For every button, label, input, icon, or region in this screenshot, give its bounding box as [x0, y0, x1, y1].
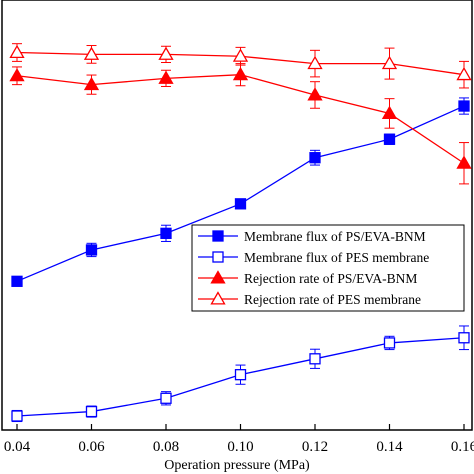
- series-line: [16, 74, 465, 164]
- data-point: [9, 67, 25, 82]
- x-tick-label: 0.10: [227, 439, 253, 455]
- series-3: [9, 63, 472, 185]
- plot-area: [9, 43, 472, 423]
- data-point: [383, 133, 396, 145]
- legend-marker: [212, 251, 224, 263]
- data-point: [232, 66, 249, 81]
- data-point: [85, 244, 98, 256]
- data-point: [381, 105, 398, 119]
- data-point: [307, 87, 323, 101]
- data-point: [307, 55, 323, 70]
- legend-box: [191, 224, 465, 312]
- data-point: [383, 337, 396, 349]
- legend-label: Membrane flux of PS/EVA-BNM: [244, 229, 426, 244]
- data-point: [234, 369, 247, 381]
- legend-marker: [212, 230, 224, 242]
- data-point: [381, 55, 398, 70]
- series-2: [11, 325, 470, 423]
- data-point: [458, 332, 470, 344]
- x-tick-labels: 0.04 0.06 0.08 0.10 0.12 0.14 0.16: [4, 439, 474, 455]
- x-tick-label: 0.04: [4, 439, 31, 455]
- legend: Membrane flux of PS/EVA-BNM Membrane flux…: [191, 224, 465, 312]
- data-point: [309, 152, 321, 164]
- data-point: [456, 155, 472, 169]
- legend-label: Rejection rate of PS/EVA-BNM: [244, 271, 417, 286]
- x-axis-label: Operation pressure (MPa): [164, 458, 310, 473]
- legend-label: Rejection rate of PES membrane: [244, 292, 421, 307]
- series-4: [9, 43, 472, 89]
- x-tick-label: 0.06: [78, 439, 105, 455]
- data-point: [232, 48, 249, 62]
- x-ticks: [16, 424, 465, 430]
- data-point: [160, 392, 172, 404]
- data-point: [158, 70, 174, 84]
- data-point: [83, 76, 100, 91]
- x-tick-label: 0.14: [376, 439, 403, 455]
- data-point: [458, 100, 470, 112]
- data-point: [83, 46, 100, 60]
- legend-label: Membrane flux of PES membrane: [244, 250, 429, 265]
- x-tick-label: 0.16: [451, 439, 474, 455]
- plot-frame: [1, 0, 473, 431]
- data-point: [9, 44, 25, 59]
- data-point: [158, 46, 174, 60]
- data-point: [234, 198, 247, 210]
- data-point: [309, 353, 321, 365]
- legend-marker: [210, 291, 226, 305]
- x-tick-label: 0.12: [302, 439, 328, 455]
- series-1: [11, 97, 470, 287]
- data-point: [456, 66, 472, 81]
- x-tick-label: 0.08: [153, 439, 179, 455]
- axes: [1, 0, 473, 431]
- data-point: [11, 410, 23, 422]
- data-point: [160, 227, 172, 239]
- legend-marker: [210, 270, 226, 284]
- data-point: [11, 275, 23, 287]
- data-point: [85, 405, 98, 418]
